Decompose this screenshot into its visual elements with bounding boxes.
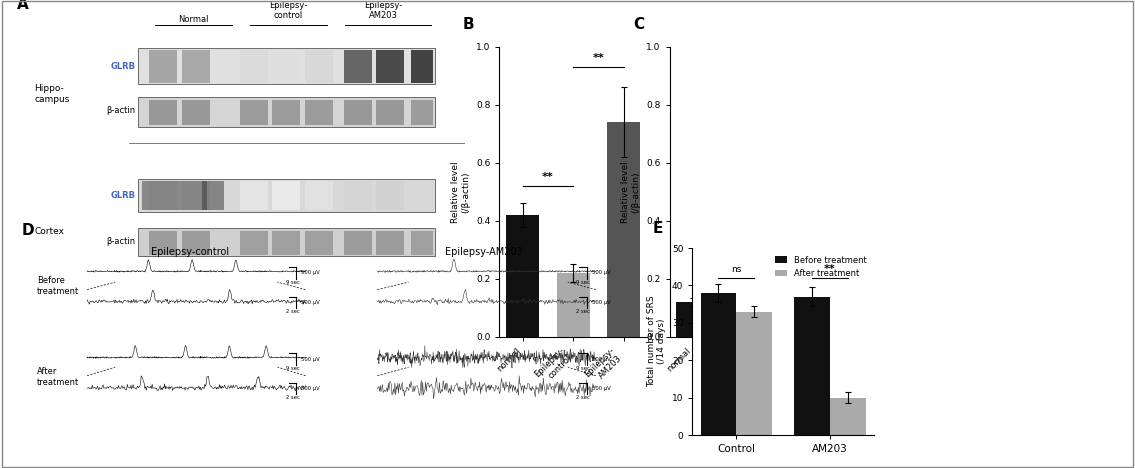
Y-axis label: Relative level
(/β-actin): Relative level (/β-actin)	[621, 161, 640, 223]
Bar	[304, 100, 333, 125]
Bar	[728, 328, 759, 337]
Bar	[304, 231, 333, 255]
Text: 9 sec: 9 sec	[286, 280, 300, 285]
Text: E: E	[653, 221, 663, 236]
Text: Epilepsy-AM203: Epilepsy-AM203	[445, 247, 522, 256]
Bar	[239, 231, 268, 255]
Bar	[137, 97, 435, 127]
Bar	[239, 100, 268, 125]
Bar	[182, 100, 210, 125]
Bar	[150, 181, 177, 210]
Text: Epilepsy-
AM203: Epilepsy- AM203	[364, 1, 403, 20]
Text: Before
treatment: Before treatment	[37, 277, 79, 296]
Bar	[557, 273, 589, 337]
Bar	[737, 312, 772, 435]
Bar	[202, 181, 224, 210]
Text: β-actin: β-actin	[107, 237, 135, 246]
Y-axis label: Relative level
(/β-actin): Relative level (/β-actin)	[451, 161, 470, 223]
Text: 2 sec: 2 sec	[286, 395, 300, 401]
Bar	[272, 100, 301, 125]
Text: Cortex: Cortex	[34, 227, 64, 236]
Bar	[239, 181, 268, 210]
Text: ns: ns	[731, 265, 741, 274]
Bar	[376, 231, 404, 255]
Text: Normal: Normal	[178, 15, 209, 23]
Bar	[830, 398, 866, 435]
Text: After
treatment: After treatment	[37, 367, 79, 387]
Text: *: *	[715, 275, 721, 288]
Bar	[506, 215, 539, 337]
Text: ns: ns	[764, 268, 774, 277]
Bar	[412, 231, 434, 255]
Text: 500 μV: 500 μV	[591, 357, 611, 362]
Bar	[150, 50, 177, 82]
Bar	[304, 181, 333, 210]
Bar	[344, 100, 371, 125]
Text: 500 μV: 500 μV	[301, 386, 320, 391]
Bar	[137, 179, 435, 212]
Bar	[412, 100, 434, 125]
Bar	[150, 100, 177, 125]
Bar	[607, 122, 640, 337]
Y-axis label: Total number of SRS
(/14 days): Total number of SRS (/14 days)	[647, 296, 666, 388]
Bar	[239, 50, 268, 82]
Bar	[272, 50, 301, 82]
Bar	[304, 50, 333, 82]
Text: GLRB: GLRB	[110, 62, 135, 71]
Text: 2 sec: 2 sec	[575, 395, 590, 401]
Bar	[376, 100, 404, 125]
Bar	[376, 50, 404, 82]
Text: **: **	[592, 53, 604, 63]
Text: 500 μV: 500 μV	[591, 271, 611, 276]
Text: 500 μV: 500 μV	[591, 386, 611, 391]
Text: Hippo-
campus: Hippo- campus	[34, 84, 69, 104]
Text: 9 sec: 9 sec	[575, 280, 590, 285]
Text: GLRB: GLRB	[110, 191, 135, 200]
Bar	[344, 231, 371, 255]
Bar	[150, 231, 177, 255]
Text: 2 sec: 2 sec	[286, 309, 300, 314]
Text: D: D	[22, 223, 34, 238]
Bar	[142, 181, 207, 210]
Bar	[182, 231, 210, 255]
Text: 9 sec: 9 sec	[286, 366, 300, 372]
Bar	[777, 317, 810, 337]
Bar	[182, 50, 210, 82]
Text: Epilepsy-
control: Epilepsy- control	[269, 1, 308, 20]
Text: 500 μV: 500 μV	[301, 271, 320, 276]
Text: 2 sec: 2 sec	[575, 309, 590, 314]
Bar	[412, 50, 434, 82]
Bar	[272, 231, 301, 255]
Legend: Before treatment, After treatment: Before treatment, After treatment	[771, 252, 869, 281]
Bar	[344, 50, 371, 82]
Text: 500 μV: 500 μV	[301, 357, 320, 362]
Text: A: A	[17, 0, 28, 12]
Bar	[272, 181, 301, 210]
Text: Epilepsy-control: Epilepsy-control	[151, 247, 229, 256]
Text: 500 μV: 500 μV	[591, 300, 611, 305]
Bar	[676, 302, 709, 337]
Text: B: B	[463, 17, 474, 32]
Text: C: C	[633, 17, 644, 32]
Text: **: **	[824, 264, 835, 274]
Text: 9 sec: 9 sec	[575, 366, 590, 372]
Bar	[794, 297, 830, 435]
Bar	[344, 181, 371, 210]
Text: 500 μV: 500 μV	[301, 300, 320, 305]
Text: **: **	[543, 172, 554, 182]
Bar	[137, 48, 435, 84]
Text: β-actin: β-actin	[107, 106, 135, 115]
Bar	[376, 181, 404, 210]
Bar	[700, 293, 737, 435]
Bar	[137, 228, 435, 256]
Bar	[182, 181, 210, 210]
